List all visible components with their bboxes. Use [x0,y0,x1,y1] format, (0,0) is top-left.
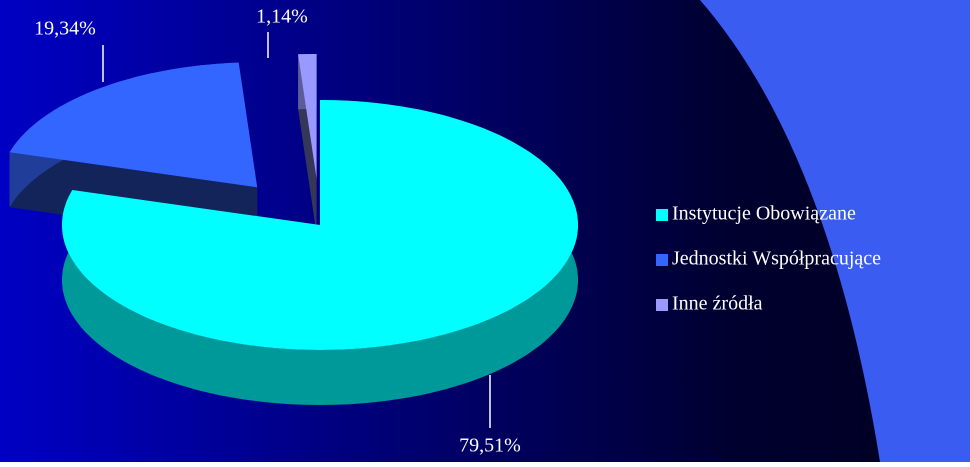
legend-swatch [656,209,668,221]
legend-label: Instytucje Obowiązane [672,203,856,225]
slice [62,100,578,350]
data-label: 1,14% [256,6,308,28]
legend-label: Jednostki Współpracujące [672,248,881,270]
legend-swatch [656,299,668,311]
background-shape [700,0,970,462]
legend-swatch [656,254,668,266]
data-label: 19,34% [34,18,96,40]
slice [9,62,258,188]
slice [298,54,317,179]
pie: 79,51% 19,34% 1,14% [9,6,578,457]
legend-label: Inne źródła [672,293,763,315]
data-label: 79,51% [459,435,521,457]
legend: Instytucje Obowiązane Jednostki Współprac… [656,203,881,315]
